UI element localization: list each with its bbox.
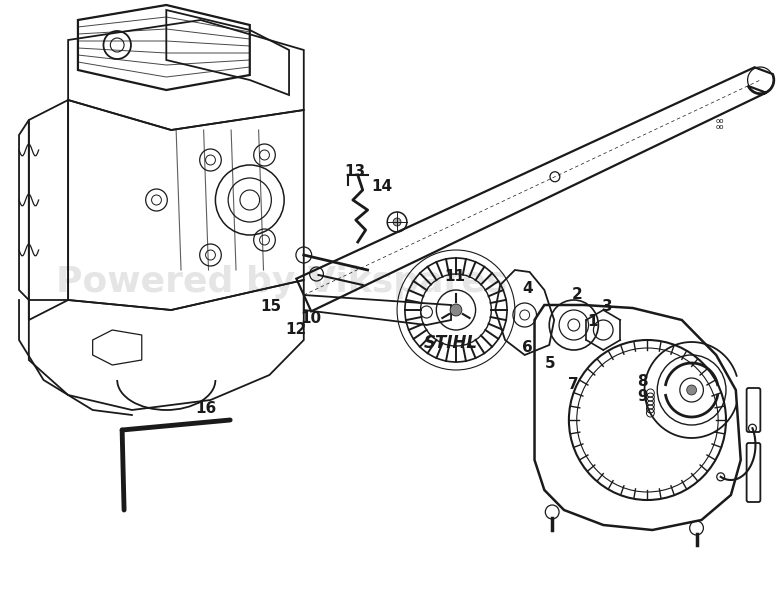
Text: 8: 8 (636, 374, 647, 389)
Text: 4: 4 (522, 281, 533, 296)
Circle shape (450, 304, 462, 316)
Circle shape (393, 218, 401, 226)
Text: 9: 9 (636, 389, 647, 404)
Text: STIHL: STIHL (424, 334, 477, 352)
Text: 14: 14 (371, 179, 392, 194)
Text: 7: 7 (568, 377, 579, 392)
Text: 3: 3 (602, 299, 613, 314)
Text: 13: 13 (344, 164, 366, 178)
Text: 16: 16 (195, 401, 216, 416)
Text: 1: 1 (587, 314, 597, 329)
Text: 10: 10 (301, 311, 322, 326)
Text: 2: 2 (572, 287, 583, 302)
Text: Powered by Vikspares: Powered by Vikspares (56, 266, 508, 299)
Text: 5: 5 (545, 356, 555, 371)
Text: 6: 6 (522, 340, 533, 355)
Text: 15: 15 (260, 299, 282, 314)
Text: 12: 12 (285, 322, 307, 337)
Text: oo
oo: oo oo (715, 118, 724, 130)
Text: 11: 11 (444, 269, 465, 284)
Circle shape (686, 385, 697, 395)
